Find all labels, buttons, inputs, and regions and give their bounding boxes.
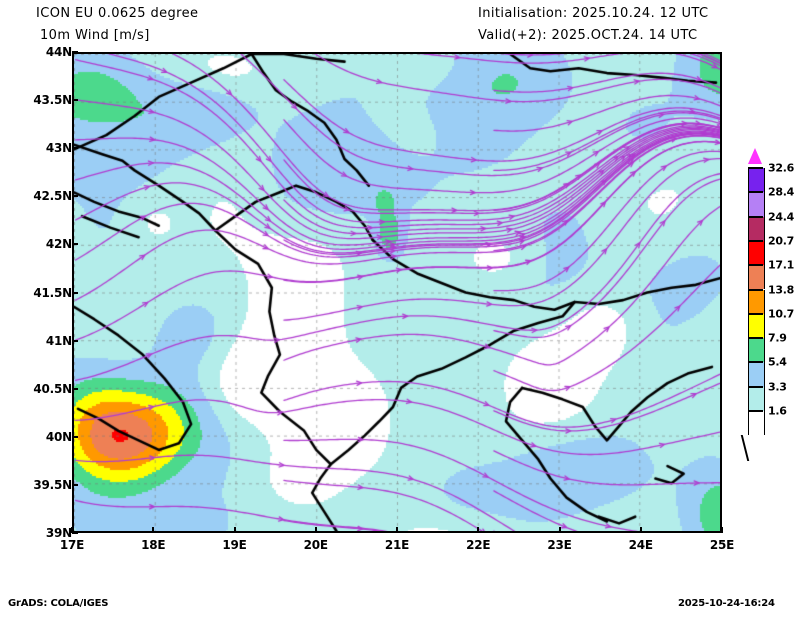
lon-tick-label: 21E — [384, 538, 410, 552]
colorbar-swatch — [748, 289, 765, 314]
lat-tick-label: 39.5N — [33, 477, 72, 492]
colorbar-divider — [748, 312, 763, 315]
lon-tick-mark — [721, 527, 723, 533]
colorbar-swatch — [748, 192, 765, 217]
colorbar-tick-label: 13.8 — [768, 283, 794, 296]
valid-time-label: Valid(+2): 2025.OCT.24. 14 UTC — [478, 28, 698, 43]
model-title: ICON EU 0.0625 degree — [36, 6, 199, 21]
lon-tick-label: 24E — [628, 538, 653, 552]
lat-tick-label: 43N — [45, 141, 72, 156]
lat-tick-label: 41.5N — [33, 285, 72, 300]
lat-tick-mark — [72, 99, 78, 102]
lat-tick-label: 39N — [45, 526, 72, 540]
lat-tick-mark — [72, 243, 78, 246]
initialisation-label: Initialisation: 2025.10.24. 12 UTC — [478, 6, 709, 21]
lat-tick-label: 41N — [45, 333, 72, 348]
lat-tick-mark — [72, 339, 78, 342]
colorbar-tick-label: 5.4 — [768, 355, 787, 369]
lon-tick-mark — [396, 527, 398, 533]
lat-tick-mark — [72, 435, 78, 438]
wind-speed-map — [74, 54, 720, 531]
lon-tick-mark — [233, 527, 236, 533]
render-timestamp: 2025-10-24-16:24 — [678, 598, 775, 609]
colorbar-divider — [748, 215, 763, 218]
colorbar-divider — [748, 191, 763, 194]
colorbar-swatch — [748, 313, 765, 339]
colorbar-legend: 32.6 28.4 24.4 20.7 17.1 13.8 10.7 7.9 5.4 3.3 1.6 — [740, 148, 798, 462]
colorbar-divider — [748, 337, 763, 340]
colorbar-divider — [748, 264, 763, 267]
colorbar-swatch — [748, 216, 765, 241]
lat-tick-mark — [72, 532, 78, 534]
field-title: 10m Wind [m/s] — [40, 28, 150, 43]
lon-tick-label: 17E — [59, 538, 85, 552]
colorbar-swatch — [748, 240, 765, 266]
lat-tick-mark — [72, 51, 78, 53]
colorbar-divider — [748, 361, 763, 364]
colorbar-tick-label: 17.1 — [768, 258, 794, 272]
map-plot-area — [72, 52, 722, 533]
lat-tick-label: 44N — [45, 45, 72, 59]
lon-tick-label: 22E — [466, 538, 491, 552]
colorbar-tick-label: 28.4 — [768, 185, 794, 199]
lon-tick-label: 18E — [141, 538, 166, 552]
colorbar-divider — [748, 410, 763, 412]
lat-tick-mark — [72, 147, 78, 150]
lon-tick-label: 20E — [303, 538, 328, 552]
lon-tick-label: 23E — [547, 538, 572, 552]
colorbar-tick-label: 3.3 — [768, 380, 787, 394]
colorbar-tick-label: 1.6 — [768, 404, 787, 418]
lon-tick-label: 25E — [709, 538, 735, 552]
colorbar-swatch — [748, 386, 765, 411]
lat-tick-mark — [72, 291, 78, 294]
colorbar-divider — [748, 385, 763, 388]
colorbar-tick-label: 24.4 — [768, 210, 794, 224]
grads-credit: GrADS: COLA/IGES — [8, 598, 109, 609]
colorbar-swatch — [748, 168, 765, 193]
lon-tick-mark — [477, 527, 480, 533]
colorbar-min-tail — [740, 435, 766, 462]
lat-tick-mark — [72, 195, 78, 198]
colorbar-divider — [748, 239, 763, 242]
lat-tick-label: 42.5N — [33, 189, 72, 204]
lat-tick-mark — [72, 387, 78, 390]
lat-tick-label: 43.5N — [33, 93, 72, 108]
colorbar-max-arrow — [748, 148, 762, 164]
colorbar-divider — [748, 288, 763, 291]
colorbar-swatch — [748, 338, 765, 363]
lon-tick-mark — [314, 527, 317, 533]
colorbar-tick-label: 7.9 — [768, 331, 787, 345]
lon-tick-mark — [152, 527, 155, 533]
lat-tick-mark — [72, 483, 78, 486]
lat-tick-label: 42N — [45, 237, 72, 252]
lat-tick-label: 40.5N — [33, 381, 72, 396]
colorbar-swatch — [748, 362, 765, 387]
colorbar-swatch — [748, 411, 765, 436]
lon-tick-mark — [558, 527, 561, 533]
lon-tick-mark — [71, 527, 73, 533]
lon-tick-mark — [639, 527, 642, 533]
lat-tick-label: 40N — [45, 429, 72, 444]
lon-tick-label: 19E — [222, 538, 247, 552]
colorbar-divider — [748, 167, 763, 169]
colorbar-tick-label: 10.7 — [768, 307, 794, 321]
colorbar-tick-label: 32.6 — [768, 161, 794, 175]
colorbar-swatch — [748, 265, 765, 290]
colorbar-tick-label: 20.7 — [768, 234, 794, 248]
